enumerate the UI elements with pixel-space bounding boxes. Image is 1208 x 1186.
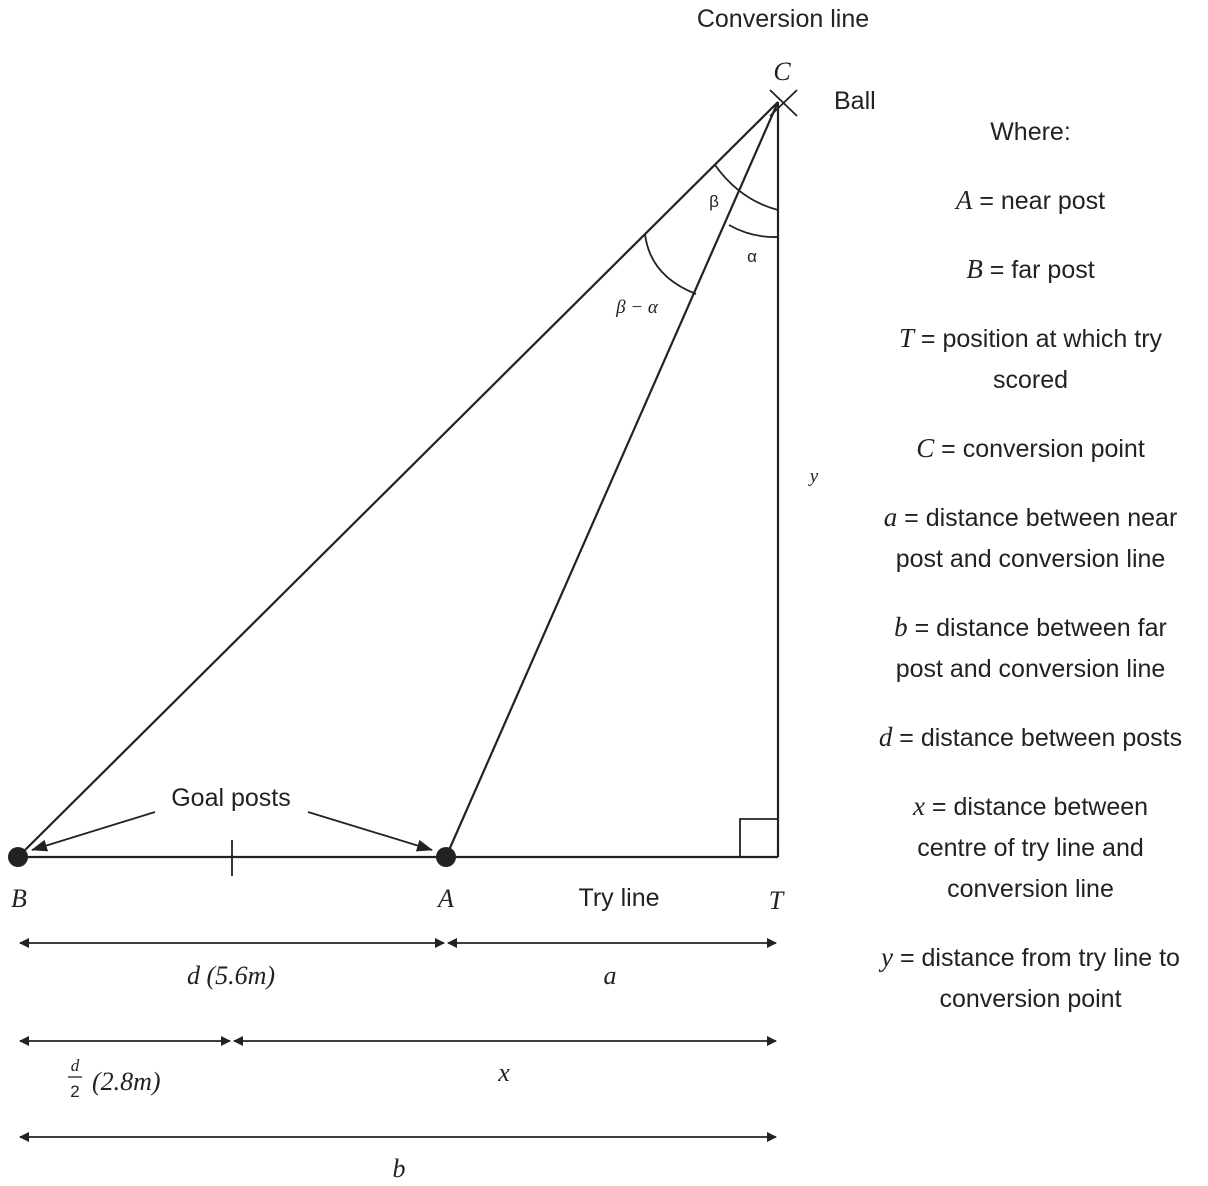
point-a-label: A [436,884,454,913]
ball-label: Ball [834,87,876,115]
goal-posts-arrow-right [307,811,433,852]
point-b-label: B [11,884,27,913]
point-c-label: C [773,57,791,86]
legend-symbol: a [883,502,898,532]
legend-symbol: C [916,433,935,463]
legend-symbol: b [894,612,908,642]
legend-symbol: A [955,185,973,215]
legend: Where: A = near post B = far post T = po… [858,112,1203,1047]
legend-item-y-distance: y = distance from try line to conversion… [858,937,1203,1020]
legend-symbol: B [966,254,983,284]
alpha-arc [728,224,779,238]
legend-text: = distance between posts [892,724,1183,752]
legend-text: = distance between near post and convers… [895,504,1178,573]
legend-title: Where: [990,118,1071,146]
legend-symbol: x [912,791,925,821]
line-near-post-to-ball [444,101,780,858]
legend-symbol: d [878,722,893,752]
beta-minus-alpha-arc [644,233,697,295]
legend-item-b-far-post: B = far post [858,249,1203,291]
legend-text: = near post [972,187,1106,215]
y-label: y [808,466,819,487]
point-t-label: T [769,886,785,915]
legend-text: = distance between far post and conversi… [895,614,1167,683]
legend-text: = far post [982,256,1095,284]
legend-text: = conversion point [934,435,1145,463]
beta-arc [714,164,779,211]
x-dimension-label: x [497,1058,510,1087]
legend-item-x-distance: x = distance between centre of try line … [858,786,1203,910]
beta-label: β [709,192,719,211]
alpha-label: α [747,247,757,266]
beta-minus-alpha-label: β − α [615,297,659,318]
legend-item-b-distance: b = distance between far post and conver… [858,607,1203,690]
legend-item-c-conversion-point: C = conversion point [858,428,1203,470]
legend-item-d-distance: d = distance between posts [858,717,1203,759]
line-far-post-to-ball [17,101,779,858]
b-dimension-label: b [393,1154,406,1181]
legend-text: = position at which try scored [913,325,1163,394]
conversion-line-label: Conversion line [697,5,869,33]
legend-text: = distance between centre of try line an… [917,793,1149,903]
a-dimension-label: a [604,961,617,990]
legend-item-t-try-position: T = position at which try scored [858,318,1203,401]
half-d-value-label: (2.8m) [92,1067,161,1096]
half-d-denominator: 2 [70,1082,79,1101]
d-dimension-label: d (5.6m) [187,961,275,990]
right-angle-marker [739,818,778,857]
ball-cross-icon [769,89,798,117]
try-line-label: Try line [578,884,659,912]
legend-text: = distance from try line to conversion p… [893,944,1180,1013]
half-d-numerator: d [71,1056,80,1075]
legend-item-a-near-post: A = near post [858,180,1203,222]
legend-symbol: y [881,942,894,972]
legend-item-a-distance: a = distance between near post and conve… [858,497,1203,580]
near-post-dot [436,847,456,867]
far-post-dot [8,847,28,867]
goal-posts-label: Goal posts [171,784,291,812]
goal-posts-arrow-left [31,811,156,852]
legend-symbol: T [898,323,914,353]
